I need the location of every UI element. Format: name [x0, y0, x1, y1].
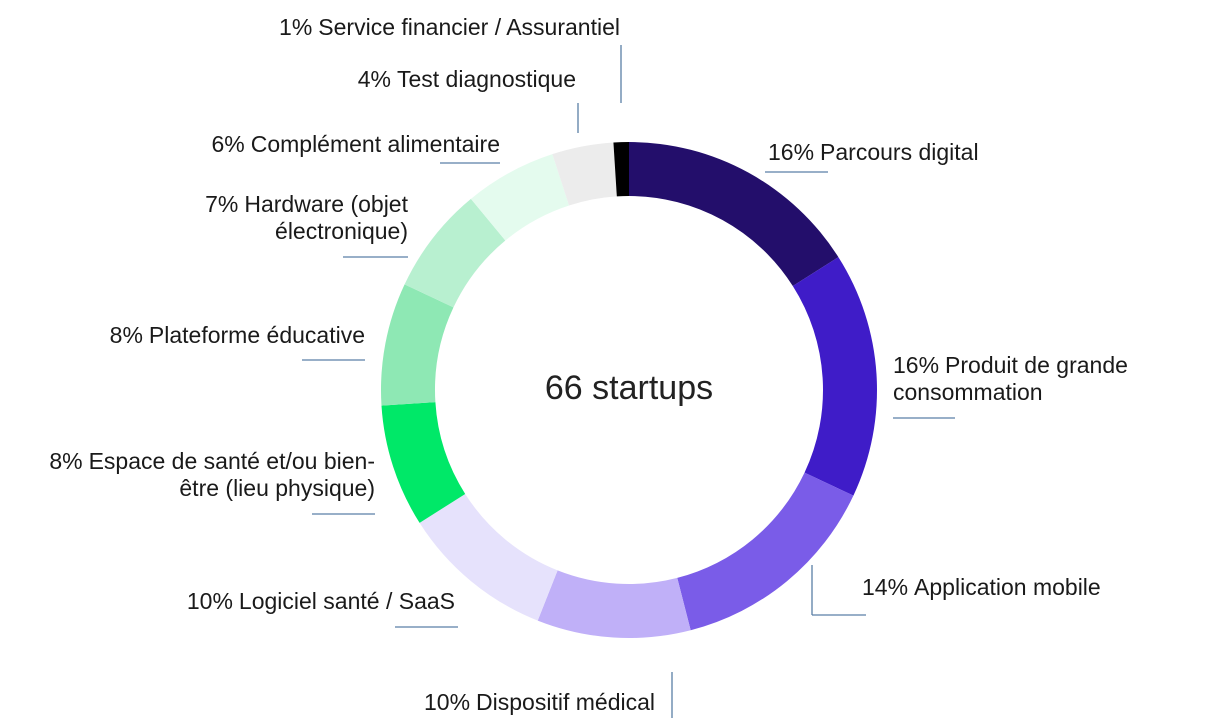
- slice-label: 8% Plateforme éducative: [0, 322, 365, 349]
- slice-label: 1% Service financier / Assurantiel: [120, 14, 620, 41]
- donut-slice: [381, 284, 454, 406]
- value-label: 1%: [279, 14, 313, 40]
- category-label: Parcours digital: [820, 139, 979, 165]
- donut-slice: [470, 154, 570, 241]
- value-label: 10%: [424, 689, 471, 715]
- category-label: Complément alimentaire: [250, 131, 500, 157]
- category-label: Test diagnostique: [396, 66, 576, 92]
- center-label: 66 startups: [545, 369, 713, 407]
- value-label: 6%: [211, 131, 245, 157]
- value-label: 16%: [768, 139, 815, 165]
- value-label: 10%: [186, 588, 233, 614]
- category-label: Service financier / Assurantiel: [318, 14, 620, 40]
- slice-label: 16% Produit de grande consommation: [893, 352, 1203, 406]
- slice-label: 7% Hardware (objet électronique): [128, 191, 408, 245]
- category-label: Espace de santé et/ou bien-être (lieu ph…: [88, 448, 375, 501]
- category-label: Application mobile: [914, 574, 1101, 600]
- value-label: 8%: [49, 448, 83, 474]
- slice-label: 10% Logiciel santé / SaaS: [55, 588, 455, 615]
- category-label: Logiciel santé / SaaS: [238, 588, 455, 614]
- category-label: Dispositif médical: [476, 689, 655, 715]
- donut-slice: [613, 142, 629, 197]
- slice-label: 8% Espace de santé et/ou bien-être (lieu …: [35, 448, 375, 502]
- donut-slice: [677, 472, 854, 631]
- value-label: 7%: [205, 191, 239, 217]
- donut-slice: [792, 257, 877, 496]
- slice-label: 16% Parcours digital: [768, 139, 1088, 166]
- category-label: Plateforme éducative: [148, 322, 365, 348]
- donut-slice: [629, 142, 839, 287]
- donut-slice: [381, 402, 466, 523]
- donut-slice: [537, 570, 691, 638]
- donut-slice: [404, 198, 506, 308]
- donut-slice: [552, 142, 617, 206]
- value-label: 4%: [357, 66, 391, 92]
- donut-slice: [419, 493, 558, 621]
- value-label: 16%: [893, 352, 940, 378]
- category-label: Produit de grande consommation: [893, 352, 1128, 405]
- value-label: 8%: [109, 322, 143, 348]
- slice-label: 6% Complément alimentaire: [60, 131, 500, 158]
- category-label: Hardware (objet électronique): [244, 191, 408, 244]
- value-label: 14%: [862, 574, 909, 600]
- slice-label: 14% Application mobile: [862, 574, 1182, 601]
- slice-label: 10% Dispositif médical: [255, 689, 655, 716]
- slice-label: 4% Test diagnostique: [176, 66, 576, 93]
